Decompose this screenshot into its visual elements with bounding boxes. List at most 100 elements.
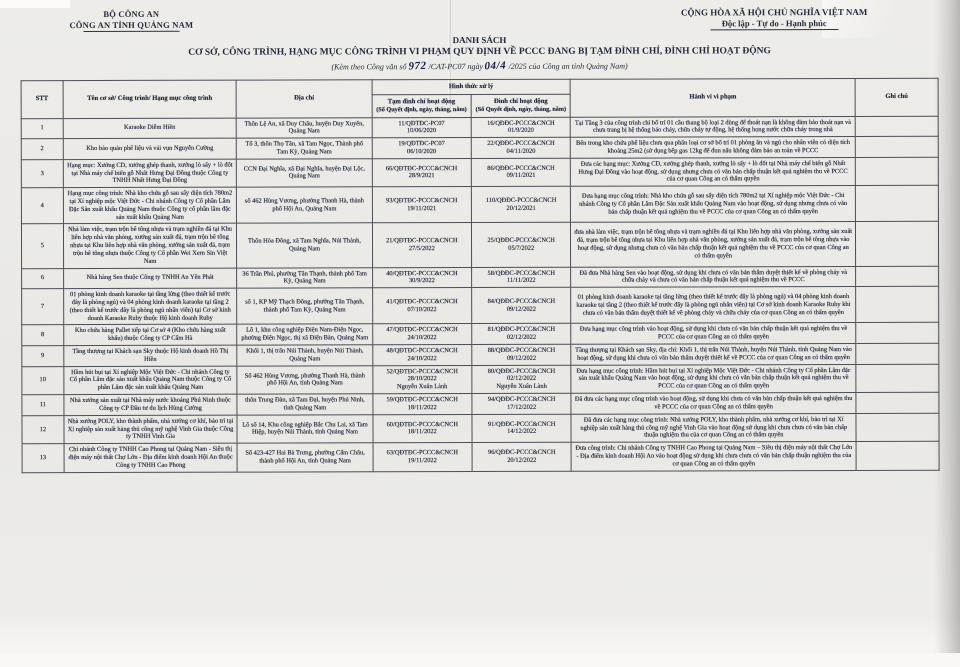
cell-facility-name: Chi nhánh Công ty TNHH Cao Phong tại Quả… — [63, 443, 238, 473]
cell-temp-suspension-decision: 47/QĐTĐC-PCCC&CNCH 24/10/2022 — [372, 323, 472, 345]
temp-decision-date: 24/10/2022 — [407, 354, 437, 363]
temp-decision-date: 19/11/2022 — [407, 456, 437, 465]
table-row: 3 Hạng mục: Xưởng CD, xưởng ghép thanh, … — [21, 157, 939, 188]
cell-note — [856, 412, 940, 442]
cell-address: thôn Trung Đàn, xã Tam Đại, huyện Phú Ni… — [237, 393, 373, 415]
col-header-temp-suspension: Tạm đình chỉ hoạt động (Số Quyết định, n… — [371, 94, 472, 118]
decision-date: 04/11/2020 — [506, 147, 536, 155]
decision-number: 80/QĐĐC-PCCC&CNCH — [487, 367, 556, 375]
temp-decision-number: 41/QĐTĐC-PCCC&CNCH — [386, 297, 458, 306]
suspension-label: Đình chỉ hoạt động — [493, 97, 548, 105]
cell-note — [855, 392, 939, 414]
decision-date: 20/12/2022 — [507, 456, 537, 464]
decision-number: 58/QĐĐC-PCCC&CNCH — [487, 269, 556, 277]
temp-decision-number: 21/QĐTĐC-PCCC&CNCH — [386, 237, 458, 245]
cell-temp-suspension-decision: 66/QĐTĐC-PCCC&CNCH 28/9/2021 — [371, 158, 472, 187]
agency-name: CÔNG AN TỈNH QUẢNG NAM — [69, 19, 194, 31]
cell-temp-suspension-decision: 93/QĐTĐC-PCCC&CNCH 19/11/2021 — [371, 186, 472, 224]
cell-temp-suspension-decision: 59/QĐTĐC-PCCC&CNCH 18/11/2022 — [372, 393, 472, 415]
cell-violation: Tại Tầng 3 của công trình chỉ bố trí 01 … — [570, 116, 856, 138]
cell-temp-suspension-decision: 41/QĐTĐC-PCCC&CNCH 07/10/2022 — [372, 287, 472, 325]
decision-number: 25/QĐĐC-PCCC&CNCH — [487, 236, 555, 245]
handwritten-doc-number: 972 — [408, 59, 427, 73]
col-header-stt: STT — [21, 80, 63, 119]
violations-table: STT Tên cơ sở/ Công trình/ Hạng mục công… — [21, 78, 940, 473]
cell-address: Số 462 Hùng Vương, phường Thanh Hà, thàn… — [237, 365, 373, 395]
cell-note — [855, 286, 939, 323]
issuing-agency-block: BỘ CÔNG AN CÔNG AN TỈNH QUẢNG NAM — [69, 9, 194, 33]
decision-date: 02/12/2022 — [506, 334, 537, 342]
cell-violation: Đưa hạng mục công trình vào hoạt động, s… — [571, 322, 856, 345]
temp-decision-number: 52/QĐTĐC-PCCC&CNCH — [386, 367, 458, 375]
decision-number: 110/QĐĐC-PCCC&CNCH — [485, 196, 557, 204]
cell-suspension-decision: 25/QĐĐC-PCCC&CNCH 05/7/2022 — [471, 222, 571, 268]
temp-decision-number: 40/QĐTĐC-PCCC&CNCH — [386, 269, 458, 277]
cell-suspension-decision: 91/QĐĐC-PCCC&CNCH 14/12/2022 — [471, 413, 572, 443]
cell-violation: đưa nhà làm việc, trạm trộn bê tông nhựa… — [570, 221, 856, 267]
cell-stt: 7 — [21, 288, 64, 326]
cell-violation: Đã đưa các hạng mục công trình vào hoạt … — [571, 392, 857, 414]
agency-underline — [83, 30, 180, 33]
temp-decision-date: 30/9/2022 — [408, 277, 435, 285]
cell-facility-name: Nhà hàng Sen thuộc Công ty TNHH An Yên P… — [63, 267, 238, 289]
cell-facility-name: Kho chứa hàng Pallet xếp tại Cơ sở 4 (Kh… — [63, 324, 238, 346]
cell-facility-name: Hạng mục công trình: Nhà kho chứa gỗ sau… — [63, 187, 237, 225]
temp-decision-date: 19/11/2021 — [407, 204, 437, 213]
cell-stt: 10 — [21, 366, 64, 395]
note-middle: /CAT-PC07 ngày — [426, 62, 486, 72]
decision-number: 96/QĐĐC-PCCC&CNCH — [487, 448, 556, 457]
cell-facility-name: 01 phòng kinh doanh karaoke tại tầng lửn… — [63, 288, 238, 325]
temp-decision-number: 66/QĐTĐC-PCCC&CNCH — [385, 164, 458, 172]
col-header-facility: Tên cơ sở/ Công trình/ Hạng mục công trì… — [62, 80, 237, 119]
cell-stt: 4 — [21, 187, 64, 225]
cell-suspension-decision: 96/QĐĐC-PCCC&CNCH 20/12/2022 — [472, 442, 572, 472]
cell-stt: 9 — [21, 345, 64, 367]
cell-address: Tổ 3, thôn Thọ Tân, xã Tam Ngọc, Thành p… — [236, 137, 372, 159]
temp-decision-date: 28/9/2021 — [408, 172, 435, 180]
document-title-block: DANH SÁCH CƠ SỞ, CÔNG TRÌNH, HẠNG MỤC CÔ… — [0, 34, 960, 75]
decision-signer: Nguyễn Xuân Lành — [496, 383, 547, 391]
scan-bottom-margin — [0, 653, 960, 667]
table-row: 13 Chi nhánh Công ty TNHH Cao Phong tại … — [22, 441, 940, 473]
cell-stt: 11 — [21, 394, 64, 416]
cell-temp-suspension-decision: 21/QĐTĐC-PCCC&CNCH 27/5/2022 — [372, 222, 472, 268]
temp-decision-number: 63/QĐTĐC-PCCC&CNCH — [386, 449, 459, 457]
decision-date: 14/12/2022 — [507, 428, 537, 436]
cell-suspension-decision: 58/QĐĐC-PCCC&CNCH 11/11/2022 — [471, 266, 572, 288]
cell-facility-name: Tầng thượng tại Khách sạn Sky thuộc Hộ k… — [63, 345, 238, 367]
table-row: 10 Hầm hút bụi tại Xí nghiệp Mộc Việt Đứ… — [21, 363, 939, 395]
cell-suspension-decision: 84/QĐĐC-PCCC&CNCH 09/12/2022 — [471, 287, 572, 324]
cell-note — [855, 265, 939, 287]
cell-violation: Đã đưa Nhà hàng Sen vào hoạt động, sử dụ… — [570, 266, 856, 288]
cell-facility-name: Nhà xưởng POLY, kho thành phẩm, nhà xưởn… — [63, 414, 238, 444]
decision-date: 17/12/2022 — [507, 403, 537, 411]
decision-date: 09/12/2022 — [506, 305, 536, 313]
temp-decision-date: 18/11/2022 — [407, 428, 437, 436]
decision-date: 20/12/2021 — [506, 204, 536, 212]
cell-stt: 8 — [21, 324, 64, 346]
temp-decision-date: 27/5/2022 — [408, 245, 435, 253]
cell-temp-suspension-decision: 63/QĐTĐC-PCCC&CNCH 19/11/2022 — [372, 442, 473, 472]
national-header-block: CỘNG HÒA XÃ HỘI CHỦ NGHĨA VIỆT NAM Độc l… — [681, 7, 868, 31]
cell-note — [856, 441, 940, 471]
table-row: 1 Karaoke Diễm Hiền Thôn Lệ An, xã Duy C… — [21, 115, 939, 139]
decision-date: 11/11/2022 — [506, 277, 536, 285]
cell-address: Lô 1, khu công nghiệp Điện Nam-Điện Ngọc… — [237, 324, 373, 346]
cell-address: 36 Trần Phú, phường Tân Thạnh, thành phố… — [236, 267, 373, 289]
table-body: 1 Karaoke Diễm Hiền Thôn Lệ An, xã Duy C… — [21, 115, 940, 473]
national-motto: Độc lập - Tự do - Hạnh phúc — [721, 18, 827, 29]
cell-violation: Đưa công trình: Chi nhánh Công ty TNHH C… — [571, 441, 857, 471]
cell-suspension-decision: 94/QĐĐC-PCCC&CNCH 17/12/2022 — [471, 393, 572, 415]
cell-note — [855, 115, 939, 137]
decision-date: 09/12/2022 — [506, 354, 537, 362]
temp-decision-date: 07/10/2022 — [407, 305, 437, 313]
cell-violation: Đã đưa các hạng mục công trình: Nhà xưởn… — [571, 413, 857, 443]
cell-stt: 13 — [22, 443, 64, 473]
cell-facility-name: Kho bảo quản phế liệu và vải vụn Nguyễn … — [62, 138, 237, 160]
table-row: 5 Nhà làm việc, trạm trộn bê tông nhựa v… — [21, 221, 939, 269]
cell-facility-name: Hạng mục: Xưởng CD, xưởng ghép thanh, xư… — [62, 158, 237, 188]
table-header: STT Tên cơ sở/ Công trình/ Hạng mục công… — [21, 78, 939, 119]
motto-underline — [710, 29, 839, 31]
cell-violation: Tầng thượng tại Khách sạn Sky, địa chỉ: … — [571, 343, 856, 365]
